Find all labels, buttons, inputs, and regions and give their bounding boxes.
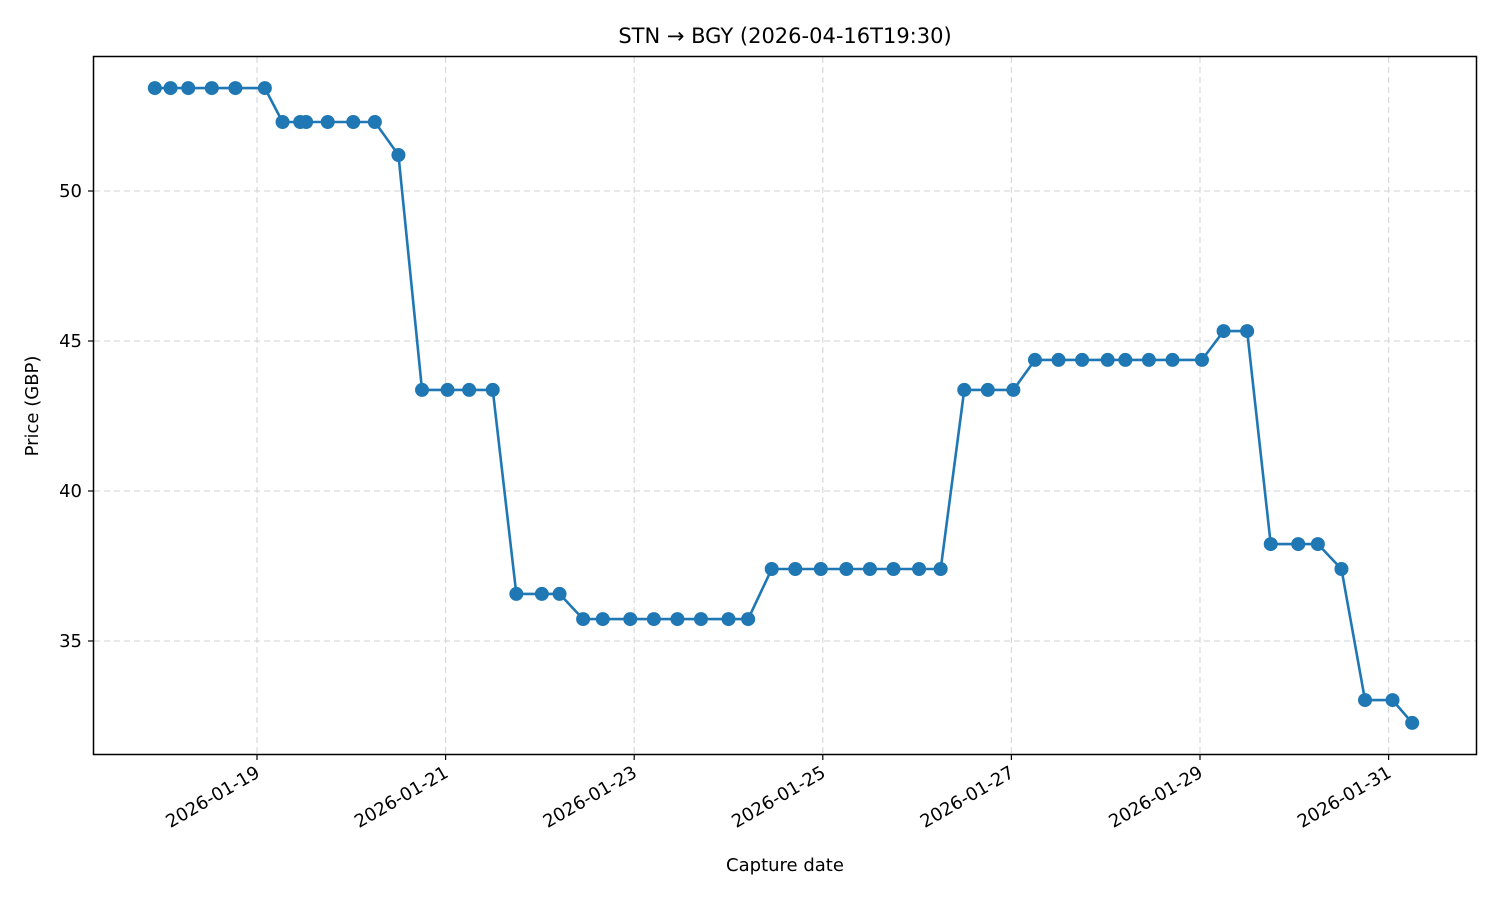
data-point-marker [320,115,335,129]
y-tick-label: 50 [59,181,82,202]
y-tick-label: 35 [59,631,82,652]
data-point-marker [886,562,901,576]
data-point-marker [1165,352,1180,367]
data-point-marker [367,115,382,129]
data-point-marker [552,586,567,601]
data-point-marker [275,115,290,129]
data-point-marker [1310,537,1325,552]
y-tick-label: 45 [59,331,82,352]
data-point-marker [1194,352,1209,367]
data-point-marker [1358,693,1373,708]
x-tick-label: 2026-01-23 [540,762,641,832]
data-point-marker [415,382,430,397]
data-point-marker [1118,352,1133,367]
data-point-marker [813,562,828,576]
data-point-marker [595,612,610,627]
data-point-marker [391,148,406,162]
data-point-marker [1263,537,1278,552]
x-tick-label: 2026-01-21 [351,762,452,832]
x-tick-label: 2026-01-29 [1105,762,1206,832]
plot-frame [92,55,1478,756]
data-point-marker [1240,324,1255,339]
price-line [154,86,1414,724]
data-point-marker [670,612,685,627]
x-axis-label: Capture date [726,855,844,876]
data-point-marker [462,382,477,397]
data-point-marker [147,81,162,96]
data-point-marker [163,81,178,96]
data-point-marker [721,612,736,627]
data-point-marker [693,612,708,627]
data-point-marker [1027,352,1042,367]
data-point-marker [1075,352,1090,367]
data-point-marker [957,382,972,397]
data-point-marker [576,612,591,627]
grid-lines [94,57,1476,754]
data-point-marker [1100,352,1115,367]
x-tick-label: 2026-01-25 [728,762,829,832]
data-point-marker [1141,352,1156,367]
data-point-marker [764,562,779,576]
data-point-marker [1006,382,1021,397]
y-axis-label: Price (GBP) [22,356,43,457]
data-point-marker [839,562,854,576]
data-point-marker [623,612,638,627]
data-point-marker [509,586,524,601]
x-tick-label: 2026-01-31 [1294,762,1395,832]
data-point-marker [181,81,196,96]
data-point-marker [1291,537,1306,552]
x-tick-label: 2026-01-27 [917,762,1018,832]
data-point-marker [646,612,661,627]
data-point-marker [912,562,927,576]
y-tick-label: 40 [59,481,82,502]
data-point-marker [1051,352,1066,367]
data-point-marker [788,562,803,576]
y-axis: 35 40 45 50 [59,181,94,652]
data-point-marker [440,382,455,397]
data-point-marker [1216,324,1231,339]
data-point-marker [228,81,243,96]
data-point-marker [1385,693,1400,708]
data-point-marker [1334,562,1349,576]
data-point-marker [299,115,314,129]
data-point-marker [862,562,877,576]
data-point-marker [741,612,756,627]
data-point-marker [933,562,948,576]
data-point-marker [980,382,995,397]
x-tick-label: 2026-01-19 [162,762,263,832]
data-point-marker [534,586,549,601]
chart-title: STN → BGY (2026-04-16T19:30) [618,24,951,48]
data-point-marker [204,81,219,96]
data-point-marker [485,382,500,397]
x-axis: 2026-01-19 2026-01-21 2026-01-23 2026-01-25… [162,754,1395,833]
data-point-marker [257,81,272,96]
data-point-marker [346,115,361,129]
data-point-marker [1405,715,1420,730]
price-series [147,81,1420,730]
